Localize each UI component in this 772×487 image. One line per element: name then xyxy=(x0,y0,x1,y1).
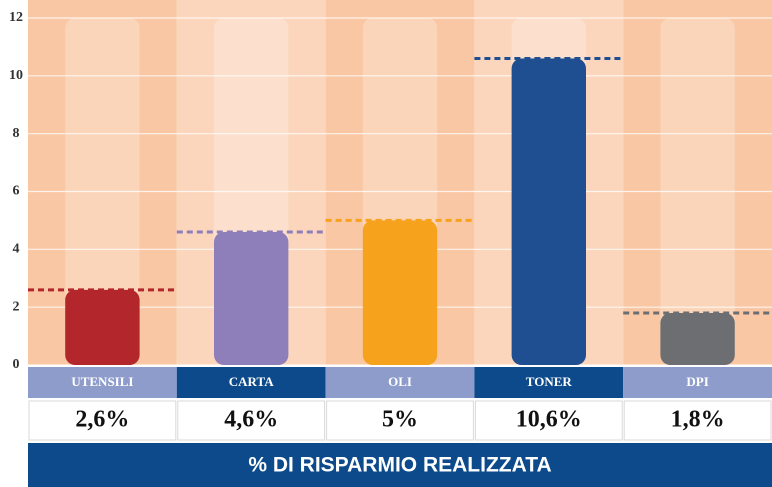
bar xyxy=(512,58,586,365)
bar xyxy=(363,220,437,365)
value-label: 4,6% xyxy=(224,407,278,433)
x-tick-label: CARTA xyxy=(229,374,274,389)
bar xyxy=(660,313,734,365)
x-tick-label: TONER xyxy=(526,374,573,389)
y-tick-label: 8 xyxy=(13,126,20,141)
chart-title: % DI RISPARMIO REALIZZATA xyxy=(248,454,551,477)
value-label: 2,6% xyxy=(75,407,129,433)
y-tick-label: 6 xyxy=(13,184,20,199)
bar xyxy=(65,290,139,365)
x-tick-label: UTENSILI xyxy=(71,374,133,389)
y-tick-label: 10 xyxy=(9,68,23,83)
value-label: 1,8% xyxy=(671,407,725,433)
y-tick-label: 12 xyxy=(9,10,23,25)
y-tick-label: 2 xyxy=(13,299,20,314)
value-label: 10,6% xyxy=(516,407,582,433)
y-tick-label: 4 xyxy=(13,242,20,257)
x-tick-label: OLI xyxy=(388,374,412,389)
value-label: 5% xyxy=(382,407,418,433)
y-tick-label: 0 xyxy=(13,357,20,372)
bar xyxy=(214,232,288,365)
x-tick-label: DPI xyxy=(686,374,708,389)
chart: % DI RISPARMIO REALIZZATA 0 2 4 6 8 10 12 UTENS… xyxy=(0,0,772,487)
